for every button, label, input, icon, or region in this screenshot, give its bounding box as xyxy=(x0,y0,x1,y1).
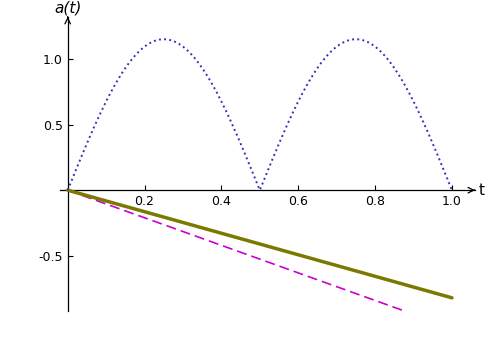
Text: t: t xyxy=(479,183,485,198)
Text: a(t): a(t) xyxy=(54,1,82,16)
